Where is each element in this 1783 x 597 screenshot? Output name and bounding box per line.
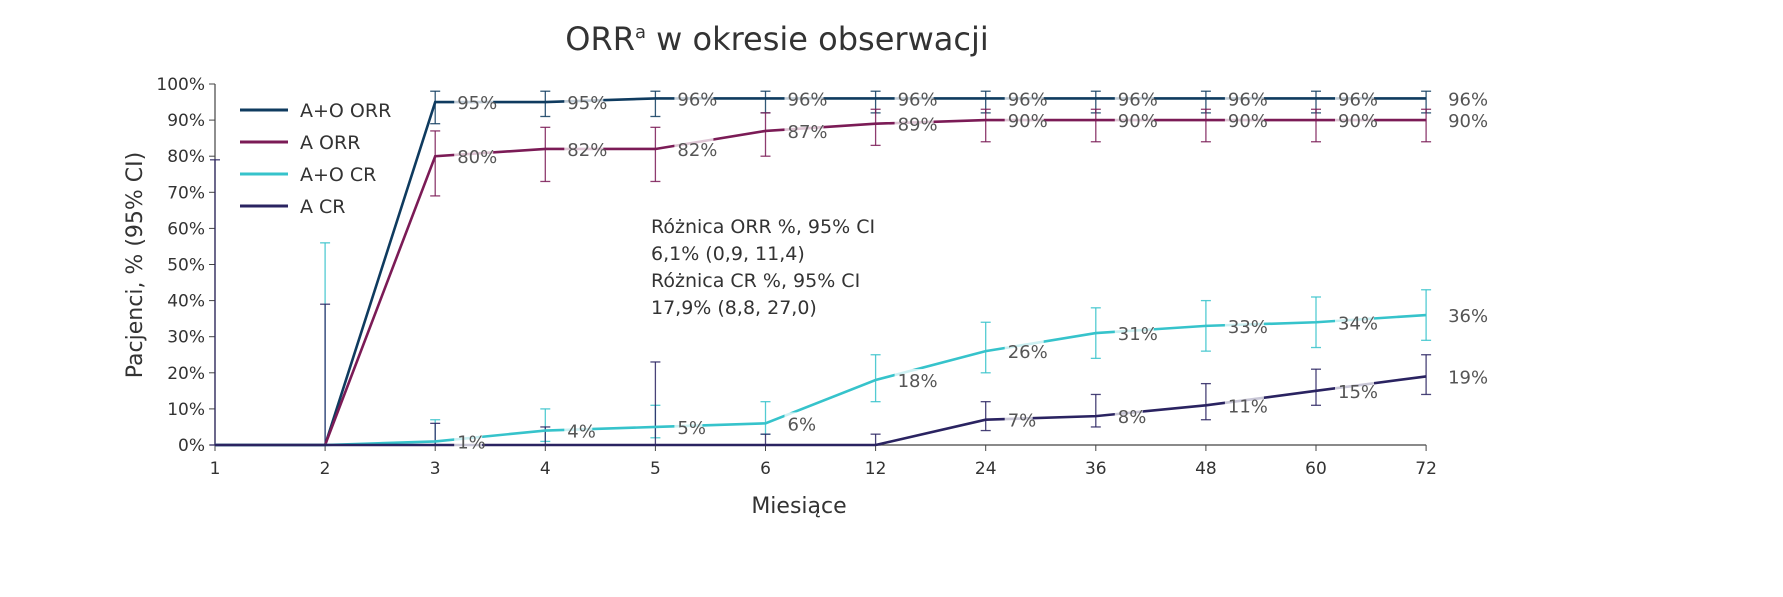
- data-label: 87%: [788, 122, 828, 143]
- y-axis-label: Pacjenci, % (95% CI): [123, 152, 148, 378]
- y-tick-label: 80%: [167, 147, 205, 167]
- data-label: 1%: [457, 432, 486, 453]
- x-tick-label: 6: [760, 459, 771, 479]
- x-tick-label: 24: [975, 459, 997, 479]
- data-label: 15%: [1338, 382, 1378, 403]
- data-label: 6%: [788, 414, 817, 435]
- x-tick-label: 60: [1305, 459, 1327, 479]
- data-label: 82%: [567, 140, 607, 161]
- y-tick-label: 20%: [167, 364, 205, 384]
- data-label: 4%: [567, 422, 596, 443]
- data-label: 26%: [1008, 342, 1048, 363]
- data-label: 90%: [1008, 111, 1048, 132]
- y-tick-label: 0%: [178, 436, 205, 456]
- data-label: 90%: [1448, 111, 1488, 132]
- data-label: 96%: [1448, 89, 1488, 110]
- data-label: 36%: [1448, 306, 1488, 327]
- x-tick-label: 48: [1195, 459, 1217, 479]
- title-superscript: a: [635, 22, 646, 43]
- data-label: 90%: [1118, 111, 1158, 132]
- data-label: 8%: [1118, 407, 1147, 428]
- data-label: 90%: [1338, 111, 1378, 132]
- data-label: 31%: [1118, 324, 1158, 345]
- data-label: 90%: [1228, 111, 1268, 132]
- data-label: 19%: [1448, 367, 1488, 388]
- y-tick-label: 50%: [167, 256, 205, 276]
- data-label: 7%: [1008, 411, 1037, 432]
- legend-label: A+O ORR: [300, 100, 391, 122]
- data-label: 95%: [457, 93, 497, 114]
- legend: A+O ORR A ORR A+O CR A CR: [240, 100, 391, 218]
- y-tick-label: 100%: [156, 75, 205, 95]
- difference-annotation: Różnica ORR %, 95% CI 6,1% (0,9, 11,4) Róż…: [651, 216, 875, 319]
- data-label: 95%: [567, 93, 607, 114]
- data-label: 96%: [1008, 89, 1048, 110]
- x-tick-label: 1: [210, 459, 221, 479]
- x-tick-label: 12: [865, 459, 887, 479]
- x-tick-label: 3: [430, 459, 441, 479]
- legend-label: A CR: [300, 196, 346, 218]
- y-tick-label: 30%: [167, 328, 205, 348]
- data-label: 96%: [677, 89, 717, 110]
- annotation-line: 6,1% (0,9, 11,4): [651, 243, 805, 265]
- y-tick-label: 60%: [167, 219, 205, 239]
- data-label: 11%: [1228, 396, 1268, 417]
- data-label: 89%: [898, 115, 938, 136]
- data-label: 96%: [898, 89, 938, 110]
- data-label: 33%: [1228, 317, 1268, 338]
- data-label: 96%: [1338, 89, 1378, 110]
- legend-label: A ORR: [300, 132, 360, 154]
- y-tick-label: 10%: [167, 400, 205, 420]
- annotation-line: Różnica CR %, 95% CI: [651, 270, 860, 292]
- annotation-line: 17,9% (8,8, 27,0): [651, 297, 817, 319]
- x-tick-label: 5: [650, 459, 661, 479]
- data-label: 82%: [677, 140, 717, 161]
- legend-label: A+O CR: [300, 164, 376, 186]
- data-label: 80%: [457, 147, 497, 168]
- y-tick-label: 90%: [167, 111, 205, 131]
- data-label: 34%: [1338, 313, 1378, 334]
- data-label: 96%: [788, 89, 828, 110]
- data-label: 96%: [1118, 89, 1158, 110]
- annotation-line: Różnica ORR %, 95% CI: [651, 216, 875, 238]
- chart-title: ORRa w okresie obserwacji: [565, 20, 988, 58]
- x-tick-label: 4: [540, 459, 551, 479]
- data-label: 5%: [677, 418, 706, 439]
- data-label: 96%: [1228, 89, 1268, 110]
- x-axis-label: Miesiące: [751, 494, 846, 519]
- data-label: 18%: [898, 371, 938, 392]
- y-tick-label: 40%: [167, 292, 205, 312]
- title-main: ORR: [565, 20, 635, 58]
- title-rest: w okresie obserwacji: [646, 20, 989, 58]
- x-tick-label: 36: [1085, 459, 1107, 479]
- x-tick-label: 72: [1415, 459, 1437, 479]
- x-tick-label: 2: [320, 459, 331, 479]
- y-tick-label: 70%: [167, 183, 205, 203]
